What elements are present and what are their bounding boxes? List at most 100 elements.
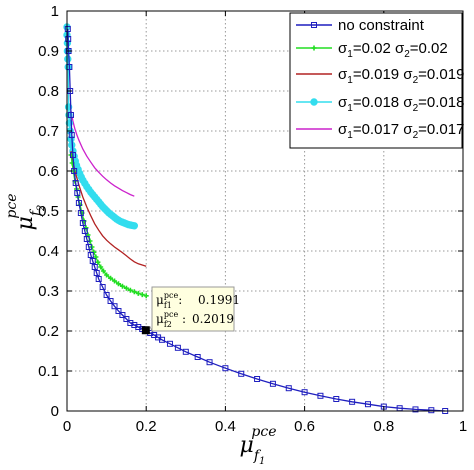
y-axis-label: μf2pce [4,194,47,231]
datatip-y-value: 0.2019 [192,312,234,326]
data-point [112,278,118,284]
data-point [107,298,114,304]
y-tick-label: 0.8 [38,83,59,100]
data-point [206,359,213,366]
data-point [85,244,92,250]
data-point [174,344,181,351]
data-point [412,406,419,413]
data-point [159,336,166,343]
legend-item: σ1=0.019 σ2=0.019 [296,66,464,86]
data-point [254,376,261,382]
x-tick-label: 0 [63,418,71,435]
data-point [182,348,189,355]
data-point [75,200,82,206]
data-point [119,312,126,318]
datatip-x-label: μf1pce: [156,291,182,310]
data-point [115,308,122,314]
data-point [317,392,324,399]
x-tick-label: 1 [459,418,467,435]
data-point [93,254,99,260]
legend-item: σ1=0.02 σ2=0.02 [296,40,448,60]
data-point [67,135,75,143]
data-point [238,370,245,377]
data-point [95,276,102,282]
y-tick-label: 1 [51,3,59,20]
x-tick-label: 0.4 [215,418,236,435]
x-tick-label: 0.2 [136,418,157,435]
data-point [143,293,149,299]
data-point [222,365,229,372]
data-point [194,354,201,360]
data-point [108,275,114,281]
data-point [64,26,71,32]
datatip[interactable]: μf1pce: 0.1991 μf2pce : 0.2019 [141,286,240,335]
data-point [77,210,84,216]
data-point [99,284,106,290]
data-point [68,132,75,138]
legend-label: σ1=0.017 σ2=0.017 [338,121,464,141]
y-tick-label: 0.6 [38,163,59,180]
data-point [98,264,104,270]
y-tick-label: 0.5 [38,203,59,220]
data-point [83,236,90,242]
datatip-marker [141,326,150,335]
datatip-x-value: 0.1991 [198,293,240,307]
data-point [428,407,435,414]
datatip-box [151,286,235,332]
y-tick-label: 0 [51,403,59,420]
data-point [67,112,74,118]
legend-item: σ1=0.018 σ2=0.018 [296,94,464,114]
series-3 [63,23,139,230]
legend-swatch-marker [311,22,317,28]
data-point [301,389,308,396]
data-point [131,289,137,295]
data-point [135,290,141,296]
data-point [111,303,118,310]
series-line [70,110,135,197]
y-tick-label: 0.1 [38,363,59,380]
data-point [333,396,340,402]
data-point [81,228,88,234]
y-tick-label: 0.3 [38,283,59,300]
data-point [91,264,98,270]
x-axis-label: μf1pce [240,424,277,467]
legend-label: no constraint [338,17,425,34]
legend-label: σ1=0.019 σ2=0.019 [338,66,464,86]
data-point [119,283,125,289]
y-tick-label: 0.7 [38,123,59,140]
legend-item: σ1=0.017 σ2=0.017 [296,121,464,141]
data-point [123,316,130,322]
data-point [89,244,95,250]
data-point [104,272,110,278]
data-point [79,220,86,226]
data-point [64,55,72,63]
y-tick-label: 0.9 [38,43,59,60]
y-tick-label: 0.2 [38,323,59,340]
data-point [166,340,173,347]
legend-swatch-marker [310,98,318,106]
data-point [269,380,276,387]
data-point [72,180,79,186]
series-2 [70,150,147,267]
data-point [65,36,72,42]
data-point [139,292,145,298]
data-point [123,285,129,291]
data-point [115,281,121,287]
data-point [349,398,356,405]
datatip-y-label: μf2pce : [156,306,186,329]
axes: 0 0.2 0.4 0.6 0.8 1 0 0.1 0.2 0.3 0.4 0.5 0.6 0.7 0.8 0… [38,3,467,435]
legend-box [289,12,463,149]
data-point [93,270,100,276]
grid [67,11,463,411]
legend-label: σ1=0.02 σ2=0.02 [338,40,448,60]
data-point [87,252,94,258]
x-tick-label: 0.8 [373,418,394,435]
data-point [103,292,110,298]
data-point [69,152,76,158]
legend: no constraint σ1=0.02 σ2=0.02 σ1=0.019 σ2=… [289,12,464,149]
data-point [127,287,133,293]
legend-swatch-marker [311,45,317,51]
legend-item: no constraint [296,17,425,34]
series-4 [70,110,135,197]
